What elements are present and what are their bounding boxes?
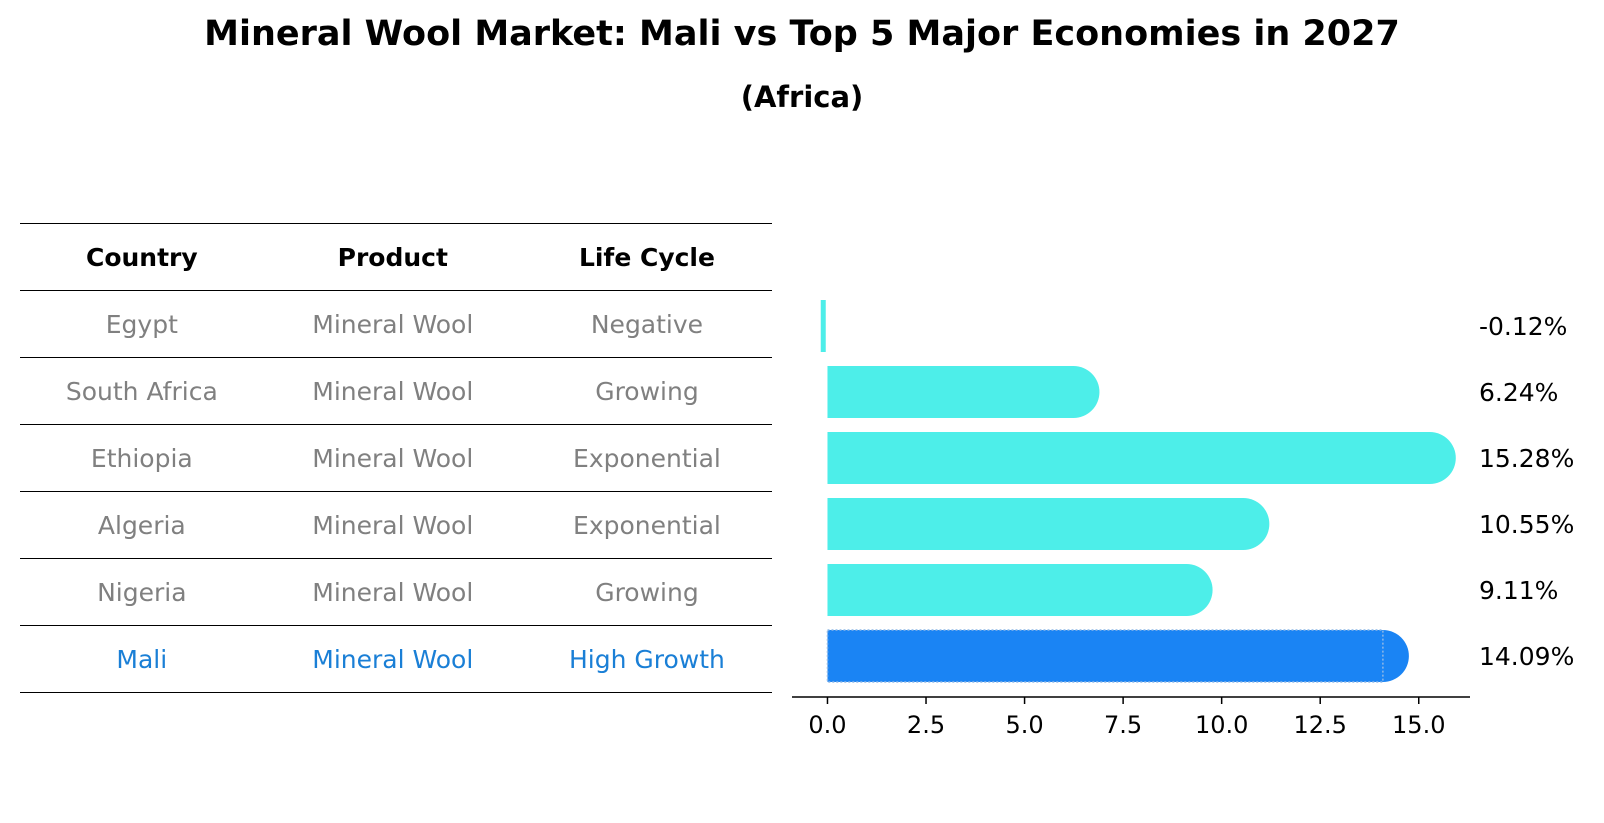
country-cell: Nigeria (20, 558, 264, 626)
table-row: Ethiopia Mineral Wool Exponential (20, 424, 772, 492)
life-cycle-cell: Growing (521, 558, 772, 626)
table-row-highlight: Mali Mineral Wool High Growth (20, 625, 772, 693)
header-life-cycle: Life Cycle (521, 223, 772, 291)
table-row: Algeria Mineral Wool Exponential (20, 491, 772, 559)
product-cell: Mineral Wool (263, 625, 522, 693)
table-row: Nigeria Mineral Wool Growing (20, 558, 772, 626)
x-tick-label: 7.5 (1104, 711, 1142, 739)
country-cell: Mali (20, 625, 264, 693)
value-label-nigeria: 9.11% (1479, 576, 1558, 605)
bar-south-africa (827, 366, 1100, 418)
bar-outline-mali (826, 629, 1384, 683)
product-cell: Mineral Wool (263, 290, 522, 358)
life-cycle-cell: Exponential (521, 424, 772, 492)
life-cycle-cell: Negative (521, 290, 772, 358)
country-cell: Ethiopia (20, 424, 264, 492)
chart-title: Mineral Wool Market: Mali vs Top 5 Major… (204, 14, 1400, 54)
x-tick-label: 12.5 (1293, 711, 1346, 739)
life-cycle-cell: Exponential (521, 491, 772, 559)
life-cycle-cell: High Growth (521, 625, 772, 693)
table-row: South Africa Mineral Wool Growing (20, 357, 772, 425)
value-label-ethiopia: 15.28% (1479, 444, 1574, 473)
x-tick-label: 2.5 (907, 711, 945, 739)
header-product: Product (263, 223, 522, 291)
table-row: Egypt Mineral Wool Negative (20, 290, 772, 358)
bar-algeria (827, 498, 1270, 550)
bar-ethiopia (827, 432, 1456, 484)
bar-mali (827, 630, 1409, 682)
x-tick-label: 0.0 (808, 711, 846, 739)
value-label-mali: 14.09% (1479, 642, 1574, 671)
country-cell: South Africa (20, 357, 264, 425)
product-cell: Mineral Wool (263, 424, 522, 492)
x-tick-label: 5.0 (1005, 711, 1043, 739)
country-table: Country Product Life Cycle Egypt Mineral… (20, 223, 772, 693)
product-cell: Mineral Wool (263, 357, 522, 425)
x-tick-label: 15.0 (1392, 711, 1445, 739)
product-cell: Mineral Wool (263, 558, 522, 626)
x-tick-label: 10.0 (1195, 711, 1248, 739)
value-label-algeria: 10.55% (1479, 510, 1574, 539)
chart-subtitle: (Africa) (740, 80, 864, 114)
life-cycle-cell: Growing (521, 357, 772, 425)
header-country: Country (20, 223, 264, 291)
table-header-row: Country Product Life Cycle (20, 223, 772, 291)
bar-nigeria (827, 564, 1213, 616)
country-cell: Egypt (20, 290, 264, 358)
product-cell: Mineral Wool (263, 491, 522, 559)
value-label-egypt: -0.12% (1479, 312, 1567, 341)
bar-egypt (820, 300, 826, 352)
country-cell: Algeria (20, 491, 264, 559)
value-label-south-africa: 6.24% (1479, 378, 1558, 407)
